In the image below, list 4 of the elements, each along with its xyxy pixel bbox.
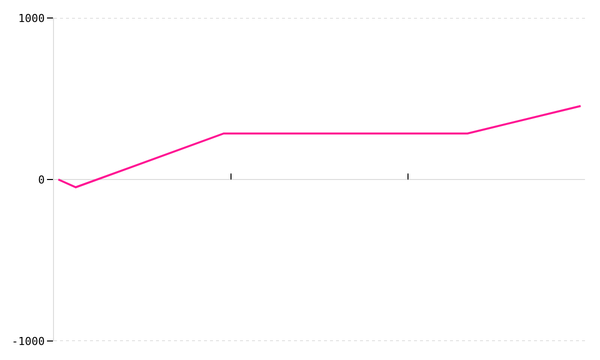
y-tick-label: -1000 [12,334,45,348]
y-tick-label: 1000 [18,12,45,25]
y-tick-label: 0 [38,173,45,186]
line-series [57,105,582,188]
